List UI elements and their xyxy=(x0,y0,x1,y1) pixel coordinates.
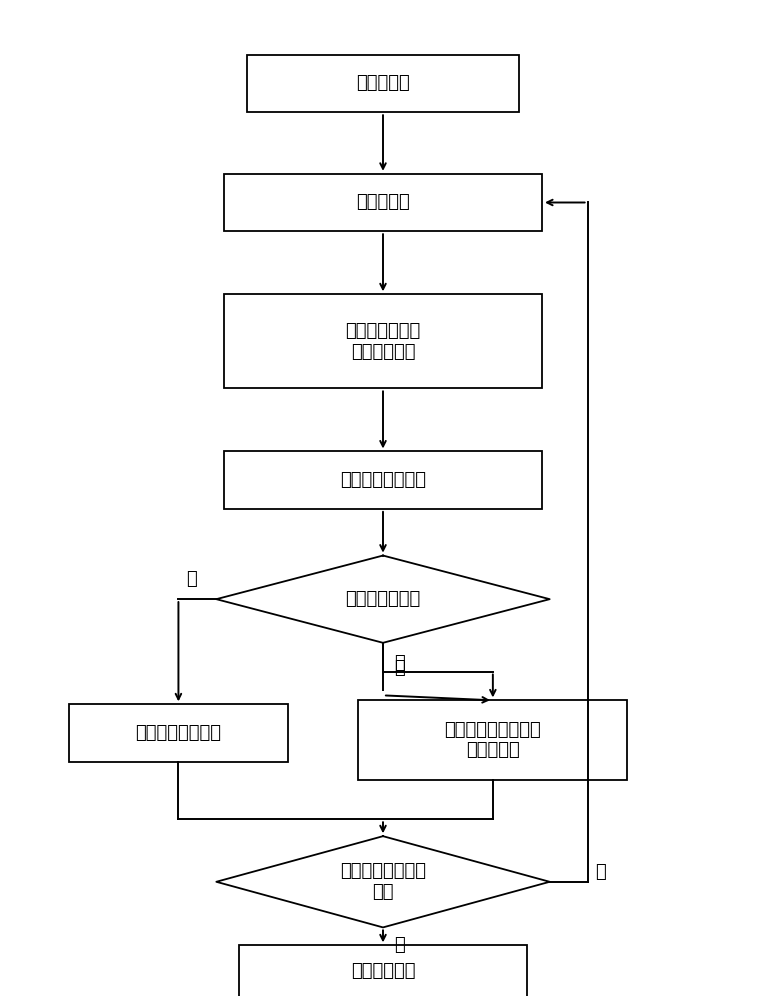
Text: 隧道二次衬砌施工: 隧道二次衬砌施工 xyxy=(136,724,221,742)
Bar xyxy=(239,945,527,997)
Text: 隧道二次衬砌施工及
后浇带施工: 隧道二次衬砌施工及 后浇带施工 xyxy=(444,721,542,759)
Text: 是: 是 xyxy=(394,654,405,672)
Bar xyxy=(224,294,542,388)
Text: 后浇带留置判断: 后浇带留置判断 xyxy=(345,590,421,608)
Text: 混凝土保护层施工: 混凝土保护层施工 xyxy=(340,471,426,489)
Text: 是否完成隧道施工
过程: 是否完成隧道施工 过程 xyxy=(340,862,426,901)
Text: 否: 否 xyxy=(595,863,606,881)
Bar xyxy=(224,174,542,231)
Text: 横通道施工: 横通道施工 xyxy=(356,74,410,92)
Text: 是: 是 xyxy=(394,936,405,954)
Bar xyxy=(358,700,627,780)
Bar xyxy=(224,451,542,509)
Text: 隧道施工完成: 隧道施工完成 xyxy=(351,962,415,980)
Polygon shape xyxy=(216,556,550,643)
Polygon shape xyxy=(216,836,550,927)
Text: 否: 否 xyxy=(187,570,198,588)
Text: 地裂缝判断: 地裂缝判断 xyxy=(356,193,410,211)
Text: 隧道开挖及同步
初期支护施工: 隧道开挖及同步 初期支护施工 xyxy=(345,322,421,361)
Text: 是: 是 xyxy=(394,659,405,677)
Bar xyxy=(247,55,519,112)
Bar xyxy=(69,704,288,762)
